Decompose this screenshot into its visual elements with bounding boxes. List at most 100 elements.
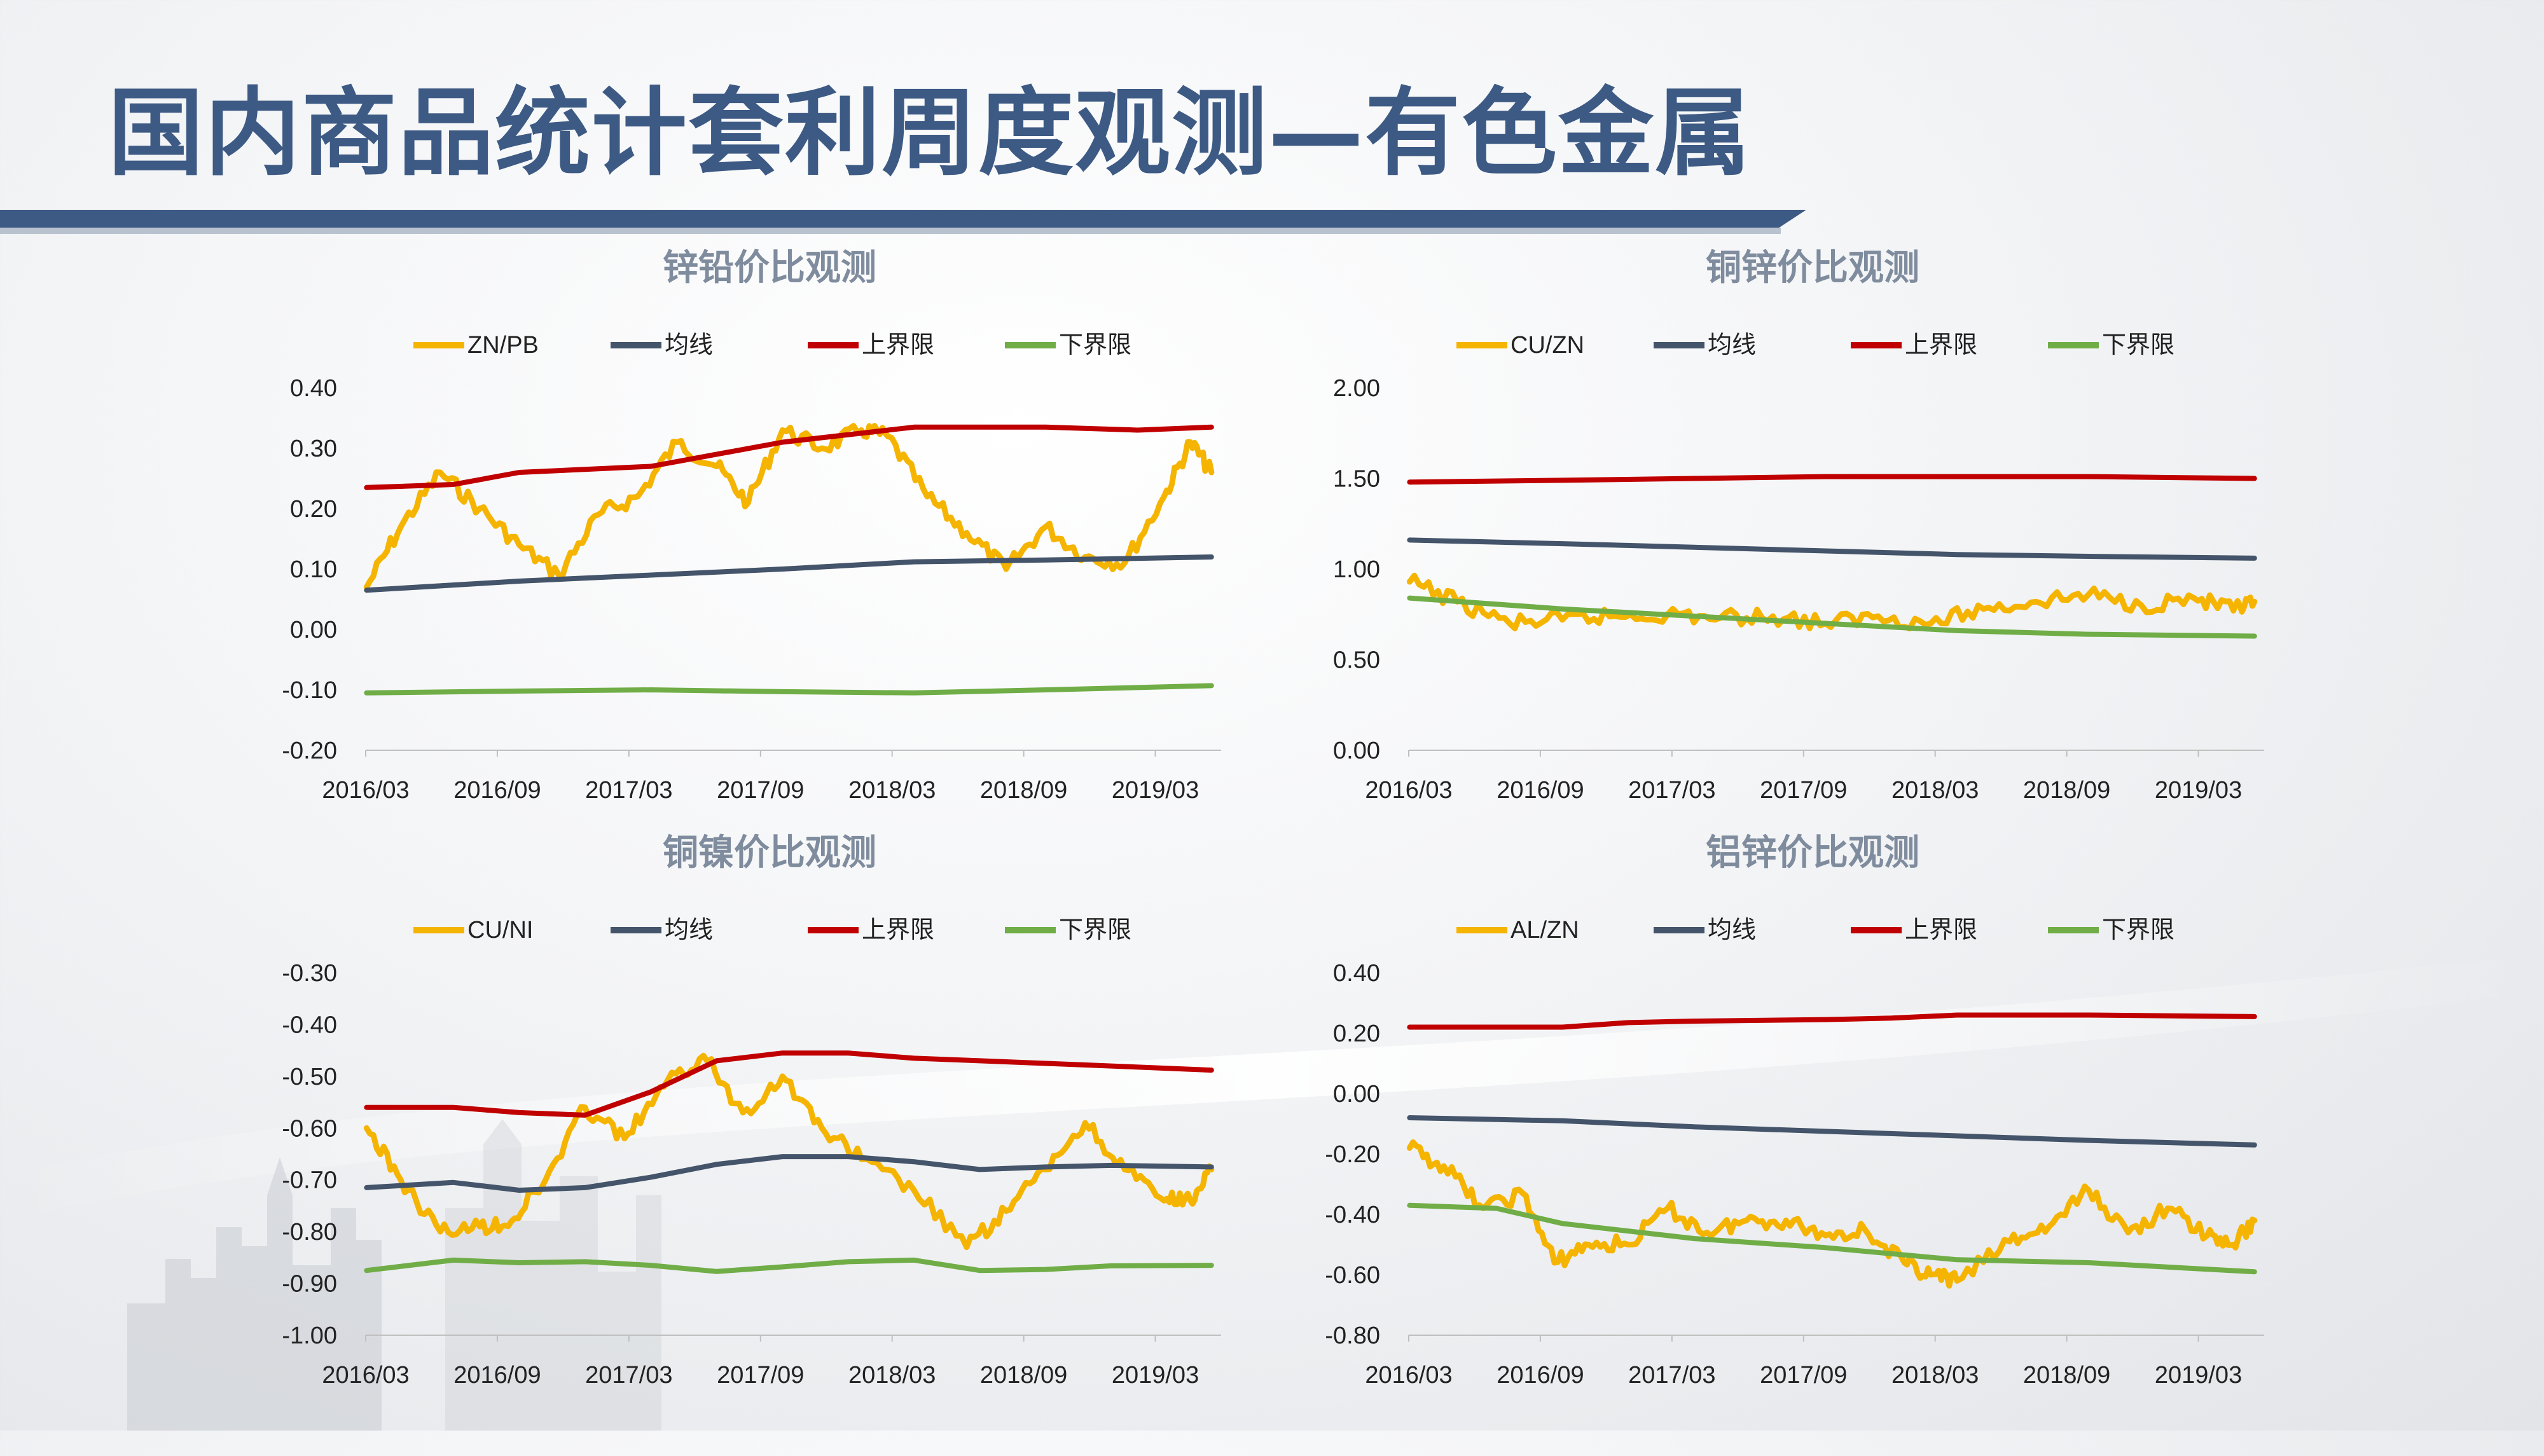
x-tick-label: 2017/09: [1760, 1362, 1847, 1389]
x-tick-label: 2016/03: [1365, 1362, 1452, 1389]
y-tick-label: -0.80: [1325, 1322, 1380, 1349]
legend-label: 均线: [1708, 332, 1756, 359]
y-tick-label: -0.40: [1325, 1202, 1380, 1228]
series-line-1: [1406, 572, 2258, 632]
y-tick-label: 0.20: [1333, 1020, 1380, 1047]
x-tick-label: 2018/09: [2023, 1362, 2110, 1389]
legend-label: 上界限: [1905, 917, 1977, 944]
y-tick-label: -0.30: [282, 960, 337, 987]
series-line-2: [364, 554, 1214, 593]
series-line-1: [1406, 1139, 2258, 1289]
y-tick-label: 0.00: [290, 617, 337, 643]
y-tick-label: -0.50: [282, 1064, 337, 1090]
x-tick-label: 2017/03: [585, 777, 672, 804]
x-tick-label: 2018/03: [848, 777, 936, 804]
series-line-4: [364, 683, 1214, 696]
series-line-2: [1407, 1115, 2257, 1148]
y-tick-label: -0.60: [1325, 1262, 1380, 1289]
y-tick-label: 0.40: [290, 375, 337, 402]
chart-title: 铜锌价比观测: [1706, 247, 1919, 289]
legend-label: 下界限: [1059, 332, 1131, 359]
y-tick-label: -0.90: [282, 1271, 337, 1298]
chart-svg: 铝锌价比观测 AL/ZN 均线 上界限 下界限 0.40 0.20 0.00 -0.20 -0.4…: [1325, 832, 2264, 1389]
y-tick-label: 2.00: [1333, 375, 1380, 402]
y-tick-label: -0.10: [282, 677, 337, 704]
x-tick-label: 2018/09: [2023, 777, 2110, 804]
legend-label: ZN/PB: [467, 332, 539, 359]
chart-svg: 锌铅价比观测 ZN/PB 均线 上界限 下界限 0.40 0.30 0.20 0.10 0.00 -…: [282, 247, 1221, 804]
series-line-3: [364, 424, 1214, 490]
x-tick-label: 2018/03: [848, 1362, 936, 1389]
x-tick-label: 2018/09: [980, 1362, 1067, 1389]
x-tick-label: 2016/09: [453, 777, 541, 804]
series-line-4: [1407, 595, 2257, 639]
x-tick-label: 2018/03: [1891, 777, 1979, 804]
chart-panel-al-zn: 铝锌价比观测 AL/ZN 均线 上界限 下界限 0.40 0.20 0.00 -0.20 -0.4…: [1253, 820, 2398, 1456]
chart-panel-zn-pb: 锌铅价比观测 ZN/PB 均线 上界限 下界限 0.40 0.30 0.20 0.10 0.00 -…: [210, 235, 1355, 871]
x-tick-label: 2016/03: [1365, 777, 1452, 804]
legend-label: 下界限: [1059, 917, 1131, 944]
legend-label: 上界限: [862, 332, 934, 359]
y-tick-label: 0.30: [290, 436, 337, 462]
y-tick-label: 0.10: [290, 556, 337, 583]
y-tick-label: 0.50: [1333, 647, 1380, 674]
legend-label: 上界限: [1905, 332, 1977, 359]
x-tick-label: 2016/09: [1497, 777, 1584, 804]
y-tick-label: 0.00: [1333, 1081, 1380, 1108]
x-tick-label: 2017/03: [1628, 777, 1715, 804]
x-tick-label: 2017/09: [1760, 777, 1847, 804]
chart-panel-cu-ni: 铜镍价比观测 CU/NI 均线 上界限 下界限 -0.30 -0.40 -0.50 -0.60 -…: [210, 820, 1355, 1456]
chart-title: 铝锌价比观测: [1706, 832, 1919, 874]
chart-svg: 铜锌价比观测 CU/ZN 均线 上界限 下界限 2.00 1.50 1.00 0.50 0.00 2…: [1333, 247, 2264, 804]
x-tick-label: 2017/09: [717, 1362, 804, 1389]
legend-label: 均线: [1708, 917, 1756, 944]
legend-label: 下界限: [2102, 332, 2174, 359]
chart-title: 锌铅价比观测: [663, 247, 876, 289]
x-tick-label: 2016/09: [1497, 1362, 1584, 1389]
series-line-1: [363, 1052, 1215, 1251]
series-line-1: [363, 423, 1215, 590]
legend-label: CU/NI: [467, 917, 533, 944]
series-line-4: [1407, 1202, 2257, 1275]
y-tick-label: -0.20: [1325, 1141, 1380, 1168]
city-skyline-silhouette-2: [445, 1119, 661, 1431]
legend-label: AL/ZN: [1510, 917, 1579, 944]
title-band-shadow: [0, 228, 1781, 234]
x-tick-label: 2017/03: [1628, 1362, 1715, 1389]
y-tick-label: 0.40: [1333, 960, 1380, 987]
legend-label: 上界限: [862, 917, 934, 944]
x-tick-label: 2018/09: [980, 777, 1067, 804]
y-tick-label: 0.00: [1333, 738, 1380, 764]
decorative-swoosh: [0, 954, 2544, 1221]
series-line-4: [364, 1257, 1214, 1274]
series-line-3: [364, 1050, 1214, 1118]
y-tick-label: -0.60: [282, 1115, 337, 1142]
legend-label: 均线: [665, 917, 713, 944]
y-tick-label: -1.00: [282, 1322, 337, 1349]
x-tick-label: 2019/03: [1112, 777, 1199, 804]
x-tick-label: 2019/03: [2155, 777, 2242, 804]
x-tick-label: 2018/03: [1891, 1362, 1979, 1389]
y-tick-label: 1.00: [1333, 556, 1380, 583]
y-tick-label: -0.20: [282, 738, 337, 764]
legend-label: 均线: [665, 332, 713, 359]
chart-panel-cu-zn: 铜锌价比观测 CU/ZN 均线 上界限 下界限 2.00 1.50 1.00 0.50 0.00 2…: [1253, 235, 2398, 871]
page-title: 国内商品统计套利周度观测—有色金属: [108, 78, 1752, 189]
x-tick-label: 2019/03: [2155, 1362, 2242, 1389]
chart-title: 铜镍价比观测: [663, 832, 876, 874]
title-band: [0, 210, 1806, 228]
y-tick-label: 0.20: [290, 496, 337, 523]
x-tick-label: 2019/03: [1112, 1362, 1199, 1389]
x-tick-label: 2017/03: [585, 1362, 672, 1389]
series-line-3: [1407, 1012, 2257, 1030]
y-tick-label: -0.40: [282, 1012, 337, 1038]
chart-svg: 铜镍价比观测 CU/NI 均线 上界限 下界限 -0.30 -0.40 -0.50 -0.60 -…: [282, 832, 1221, 1389]
city-skyline-silhouette: [127, 1157, 382, 1431]
x-tick-label: 2016/09: [453, 1362, 541, 1389]
y-tick-label: -0.80: [282, 1219, 337, 1246]
legend-label: 下界限: [2102, 917, 2174, 944]
y-tick-label: 1.50: [1333, 466, 1380, 493]
series-line-2: [364, 1154, 1214, 1193]
x-tick-label: 2016/03: [322, 1362, 409, 1389]
